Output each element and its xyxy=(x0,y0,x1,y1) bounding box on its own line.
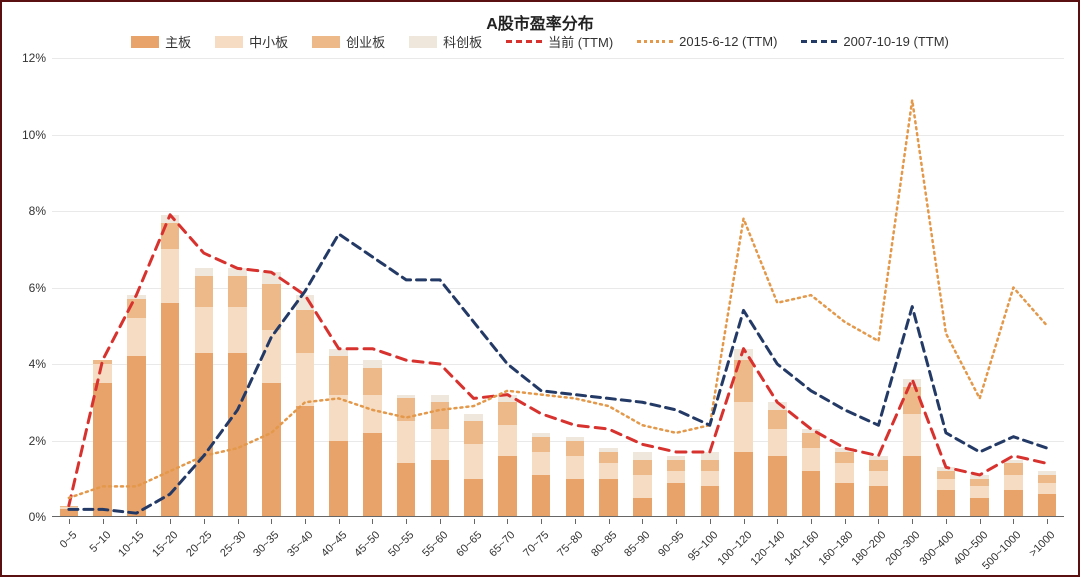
x-tick-label: 120~140 xyxy=(749,529,788,568)
x-tick xyxy=(946,519,947,524)
legend-label: 当前 (TTM) xyxy=(548,32,613,51)
x-tick-label: 40~45 xyxy=(319,529,349,559)
x-axis-line xyxy=(52,516,1064,517)
x-tick xyxy=(710,519,711,524)
x-tick-label: 25~30 xyxy=(218,529,248,559)
chart-title: A股市盈率分布 xyxy=(2,10,1078,34)
x-tick xyxy=(372,519,373,524)
x-tick-label: 140~160 xyxy=(782,529,821,568)
legend-item-sme: 中小板 xyxy=(215,32,288,51)
legend-label: 中小板 xyxy=(249,32,288,51)
x-tick-label: 75~80 xyxy=(555,529,585,559)
x-tick-label: 30~35 xyxy=(251,529,281,559)
legend-item-gem: 创业板 xyxy=(312,32,385,51)
legend-item-main: 主板 xyxy=(131,32,191,51)
x-tick xyxy=(69,519,70,524)
x-tick xyxy=(575,519,576,524)
x-tick-label: 200~300 xyxy=(884,529,923,568)
legend-swatch xyxy=(215,36,243,48)
x-tick-label: 80~85 xyxy=(589,529,619,559)
x-tick xyxy=(878,519,879,524)
legend-swatch xyxy=(506,40,542,43)
legend: 主板 中小板 创业板 科创板 当前 (TTM) 2015-6-12 (TTM) 2007-1… xyxy=(2,32,1078,51)
plot-area xyxy=(52,58,1064,517)
x-tick xyxy=(238,519,239,524)
x-axis: 0~5 5~1010~1515~2020~2525~3030~3535~4040~… xyxy=(52,519,1064,575)
x-tick xyxy=(507,519,508,524)
x-tick xyxy=(642,519,643,524)
series-line-s2007 xyxy=(69,234,1047,513)
x-tick-label: 300~400 xyxy=(917,529,956,568)
legend-swatch xyxy=(637,40,673,43)
x-tick xyxy=(980,519,981,524)
x-tick xyxy=(136,519,137,524)
x-tick xyxy=(609,519,610,524)
legend-swatch xyxy=(131,36,159,48)
x-tick xyxy=(339,519,340,524)
legend-label: 2007-10-19 (TTM) xyxy=(843,34,948,49)
x-tick xyxy=(204,519,205,524)
x-tick-label: 70~75 xyxy=(521,529,551,559)
legend-label: 主板 xyxy=(165,32,191,51)
x-tick xyxy=(845,519,846,524)
y-tick-label: 6% xyxy=(29,281,46,295)
y-axis: 0%2%4%6%8%10%12% xyxy=(2,58,50,517)
x-tick xyxy=(676,519,677,524)
legend-item-s2007: 2007-10-19 (TTM) xyxy=(801,34,948,49)
x-tick-label: 180~200 xyxy=(850,529,889,568)
x-tick xyxy=(305,519,306,524)
x-tick xyxy=(474,519,475,524)
chart-frame: A股市盈率分布 主板 中小板 创业板 科创板 当前 (TTM) 2015-6-12 (TT… xyxy=(0,0,1080,577)
x-tick-label: >1000 xyxy=(1027,529,1057,559)
x-tick-label: 55~60 xyxy=(420,529,450,559)
legend-swatch xyxy=(312,36,340,48)
x-tick xyxy=(406,519,407,524)
y-tick-label: 4% xyxy=(29,357,46,371)
legend-swatch xyxy=(801,40,837,43)
x-tick-label: 35~40 xyxy=(285,529,315,559)
x-tick-label: 0~5 xyxy=(58,529,80,551)
y-tick-label: 10% xyxy=(22,128,46,142)
y-tick-label: 8% xyxy=(29,204,46,218)
x-tick-label: 15~20 xyxy=(150,529,180,559)
legend-label: 2015-6-12 (TTM) xyxy=(679,34,777,49)
x-tick xyxy=(912,519,913,524)
x-tick-label: 45~50 xyxy=(353,529,383,559)
y-tick-label: 2% xyxy=(29,434,46,448)
x-tick xyxy=(744,519,745,524)
x-tick-label: 160~180 xyxy=(816,529,855,568)
legend-item-star: 科创板 xyxy=(409,32,482,51)
x-tick xyxy=(103,519,104,524)
x-tick-label: 50~55 xyxy=(386,529,416,559)
legend-label: 科创板 xyxy=(443,32,482,51)
x-tick-label: 65~70 xyxy=(488,529,518,559)
x-tick-label: 10~15 xyxy=(116,529,146,559)
x-tick xyxy=(777,519,778,524)
x-tick-label: 5~10 xyxy=(87,529,113,555)
x-tick xyxy=(170,519,171,524)
x-tick-label: 85~90 xyxy=(622,529,652,559)
x-tick-label: 60~65 xyxy=(454,529,484,559)
x-tick xyxy=(541,519,542,524)
series-line-current xyxy=(69,215,1047,506)
lines-layer xyxy=(52,58,1064,517)
y-tick-label: 12% xyxy=(22,51,46,65)
legend-swatch xyxy=(409,36,437,48)
x-tick xyxy=(440,519,441,524)
x-tick xyxy=(271,519,272,524)
x-tick xyxy=(1047,519,1048,524)
legend-item-current: 当前 (TTM) xyxy=(506,32,613,51)
x-tick-label: 20~25 xyxy=(184,529,214,559)
legend-item-s2015: 2015-6-12 (TTM) xyxy=(637,34,777,49)
legend-label: 创业板 xyxy=(346,32,385,51)
x-tick xyxy=(811,519,812,524)
series-line-s2015 xyxy=(69,100,1047,498)
x-tick xyxy=(1013,519,1014,524)
x-tick-label: 90~95 xyxy=(656,529,686,559)
y-tick-label: 0% xyxy=(29,510,46,524)
x-tick-label: 100~120 xyxy=(715,529,754,568)
